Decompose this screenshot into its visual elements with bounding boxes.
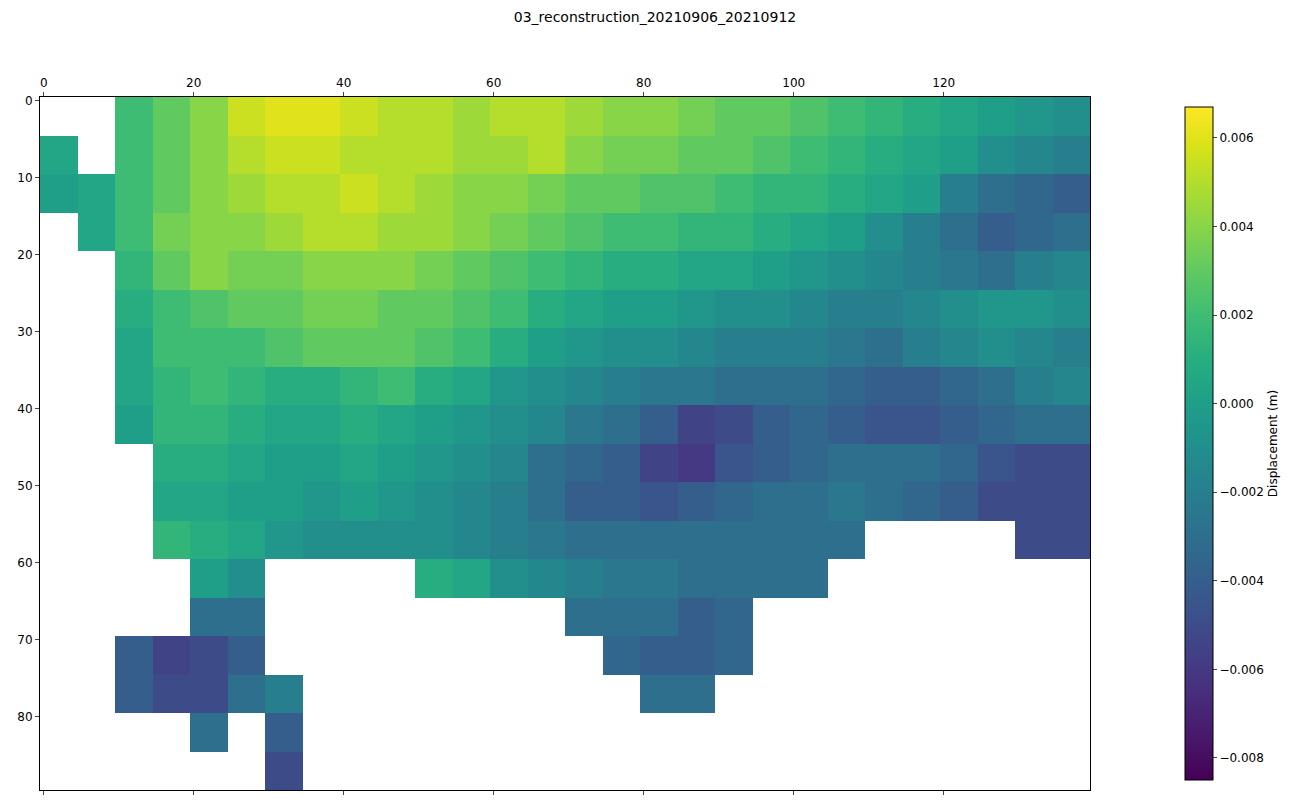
svg-text:0.002: 0.002	[1219, 308, 1253, 322]
svg-text:50: 50	[17, 479, 32, 493]
svg-text:60: 60	[17, 556, 32, 570]
svg-text:100: 100	[782, 76, 805, 90]
svg-text:0.000: 0.000	[1219, 397, 1253, 411]
svg-text:80: 80	[17, 710, 32, 724]
svg-text:Displacement (m): Displacement (m)	[1266, 390, 1280, 497]
svg-text:−0.004: −0.004	[1219, 574, 1263, 588]
svg-text:40: 40	[336, 76, 351, 90]
svg-text:20: 20	[186, 76, 201, 90]
svg-text:0.006: 0.006	[1219, 131, 1253, 145]
svg-text:40: 40	[17, 402, 32, 416]
svg-text:−0.006: −0.006	[1219, 663, 1263, 677]
svg-text:03_reconstruction_20210906_202: 03_reconstruction_20210906_20210912	[514, 9, 796, 25]
svg-text:120: 120	[932, 76, 955, 90]
svg-text:30: 30	[17, 325, 32, 339]
svg-text:20: 20	[17, 248, 32, 262]
svg-text:0.004: 0.004	[1219, 220, 1253, 234]
svg-text:−0.008: −0.008	[1219, 751, 1263, 765]
svg-text:−0.002: −0.002	[1219, 485, 1263, 499]
svg-text:80: 80	[636, 76, 651, 90]
svg-text:0: 0	[40, 76, 48, 90]
svg-text:10: 10	[17, 171, 32, 185]
svg-text:70: 70	[17, 633, 32, 647]
svg-text:60: 60	[486, 76, 501, 90]
svg-text:0: 0	[25, 94, 33, 108]
